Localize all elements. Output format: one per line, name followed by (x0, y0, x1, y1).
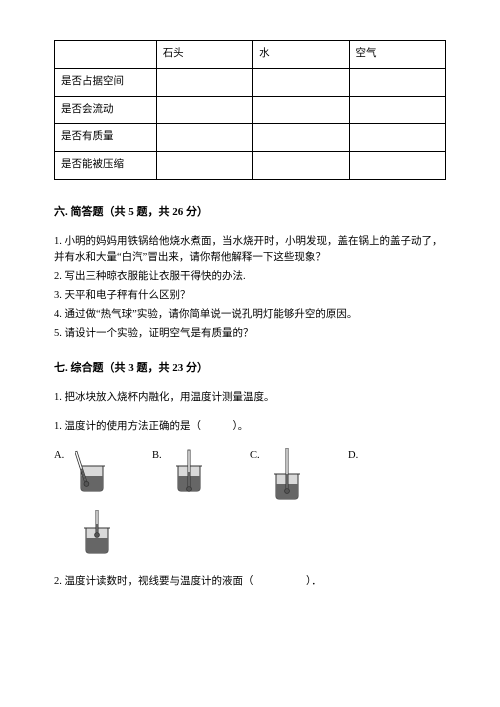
option-d-figure-row (54, 510, 446, 556)
q-item: 2. 写出三种晾衣服能让衣服干得快的办法. (54, 269, 446, 286)
table-row: 是否会流动 (55, 96, 446, 124)
option-c-label: C. (250, 448, 260, 465)
section6-questions: 1. 小明的妈妈用铁锅给他烧水煮面，当水烧开时，小明发现，盖在锅上的盖子动了，并… (54, 234, 446, 343)
option-a: A. (54, 448, 152, 502)
table-cell (349, 96, 445, 124)
table-cell (349, 68, 445, 96)
q-item: 3. 天平和电子秤有什么区别？ (54, 288, 446, 305)
row-label: 是否占据空间 (55, 68, 157, 96)
table-cell (253, 96, 349, 124)
section6-title: 六. 简答题（共 5 题，共 26 分） (54, 204, 446, 222)
option-row: A. B. (54, 448, 446, 502)
table-header-stone: 石头 (156, 41, 252, 69)
table-cell (349, 124, 445, 152)
table-cell (253, 152, 349, 180)
table-cell (253, 68, 349, 96)
thermometer-a-icon (75, 448, 109, 494)
option-d: D. (348, 448, 446, 502)
q-item: 1. 小明的妈妈用铁锅给他烧水煮面，当水烧开时，小明发现，盖在锅上的盖子动了，并… (54, 234, 446, 268)
table-header-blank (55, 41, 157, 69)
table-header-air: 空气 (349, 41, 445, 69)
option-a-label: A. (54, 448, 64, 465)
table-row: 是否有质量 (55, 124, 446, 152)
q-item: 4. 通过做“热气球”实验，请你简单说一说孔明灯能够升空的原因。 (54, 307, 446, 324)
option-c: C. (250, 448, 348, 502)
table-cell (253, 124, 349, 152)
table-cell (156, 68, 252, 96)
table-cell (156, 124, 252, 152)
row-label: 是否有质量 (55, 124, 157, 152)
option-b-label: B. (152, 448, 162, 465)
section7-title: 七. 综合题（共 3 题，共 23 分） (54, 360, 446, 378)
table-cell (156, 96, 252, 124)
thermometer-b-icon (172, 448, 206, 494)
table-row: 石头 水 空气 (55, 41, 446, 69)
option-b: B. (152, 448, 250, 502)
thermometer-c-icon (270, 448, 304, 502)
properties-table: 石头 水 空气 是否占据空间 是否会流动 是否有质量 是否能被压缩 (54, 40, 446, 180)
table-cell (156, 152, 252, 180)
table-row: 是否占据空间 (55, 68, 446, 96)
section7-q2: 2. 温度计读数时，视线要与温度计的液面（ ）． (54, 574, 446, 591)
row-label: 是否会流动 (55, 96, 157, 124)
table-header-water: 水 (253, 41, 349, 69)
q-item: 5. 请设计一个实验，证明空气是有质量的？ (54, 326, 446, 343)
section7-q1: 1. 温度计的使用方法正确的是（ ）。 (54, 419, 446, 436)
table-cell (349, 152, 445, 180)
row-label: 是否能被压缩 (55, 152, 157, 180)
table-row: 是否能被压缩 (55, 152, 446, 180)
thermometer-d-icon (80, 510, 114, 556)
section7-intro: 1. 把冰块放入烧杯内融化，用温度计测量温度。 (54, 390, 446, 407)
option-d-label: D. (348, 448, 358, 465)
